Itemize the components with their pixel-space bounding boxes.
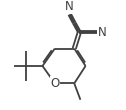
Text: N: N (65, 0, 74, 13)
Text: N: N (98, 26, 107, 39)
Text: O: O (50, 77, 59, 90)
